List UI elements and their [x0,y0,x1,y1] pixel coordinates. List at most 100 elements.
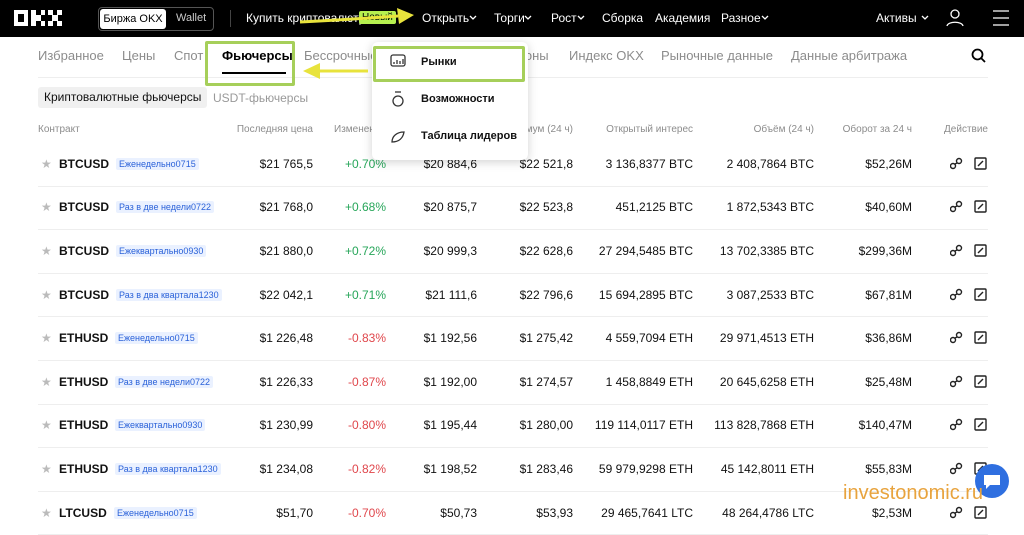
cell: 15 694,2895 BTC [598,287,693,302]
cell: -0.83% [347,331,386,346]
star-icon: ★ [41,418,52,433]
cell: 27 294,5485 BTC [598,244,693,258]
star-icon: ★ [41,200,52,215]
contract: ETHUSD [59,418,109,433]
contract-tag: Раз в две недели0722 [116,201,214,214]
cell: $1 198,52 [423,462,477,476]
cell: $20 999,3 [423,244,477,258]
contract: LTCUSD [59,505,107,520]
cell: $1 226,33 [259,374,313,389]
star-icon: ★ [41,462,52,476]
cell: $20 884,6 [423,156,477,171]
search-icon[interactable] [971,48,987,64]
assets[interactable]: Активы [876,11,917,25]
action-icons[interactable] [949,244,990,261]
tab[interactable]: Данные арбитража [791,48,908,63]
top-nav: Биржа OKX Wallet Купить криптовалюту Нов… [0,0,1024,37]
tab[interactable]: Избранное [38,48,104,63]
tab[interactable]: Рыночные данные [661,48,774,63]
action-icons[interactable] [949,375,990,392]
contract-tag: Раз в два квартала1230 [116,288,222,301]
contract: BTCUSD [59,200,109,215]
action-icons[interactable] [949,331,990,348]
cell: $1 274,57 [519,374,573,389]
cell: +0.71% [344,287,386,302]
nav-item[interactable]: Рост [551,11,577,25]
cell: 29 465,7641 LTC [601,505,693,520]
contract: ETHUSD [59,462,109,476]
action-icons[interactable] [949,287,990,305]
table-header: Действие [944,124,988,135]
table-header: Оборот за 24 ч [842,124,912,135]
cell: $2,53M [871,505,912,520]
row-divider [38,490,988,492]
cell: 1 458,8849 ETH [605,374,693,389]
cell: $1 192,00 [423,374,477,389]
cell: $1 195,44 [423,418,477,433]
subtab[interactable]: USDT-фьючерсы [213,91,309,105]
tab[interactable]: Индекс OKX [569,48,644,63]
nav-item[interactable]: Торги [494,11,525,25]
table-header: Изменение [334,124,386,135]
action-icons[interactable] [949,418,990,435]
tab-active[interactable]: Фьючерсы [222,48,293,63]
separator [230,10,231,27]
cell: $22 042,1 [259,287,313,302]
subtab-active[interactable]: Криптовалютные фьючерсы [38,87,208,108]
cell: +0.70% [344,156,386,171]
cell: $67,81M [865,287,912,302]
nav-item[interactable]: Открыть [422,11,470,25]
action-icons[interactable] [949,200,990,217]
contract-tag: Ежеквартально0930 [115,419,206,432]
nav-item[interactable]: Разное [721,11,761,25]
watermark: investonomic.ru [843,482,984,504]
tab[interactable]: Бессрочные [304,48,378,63]
contract: BTCUSD [59,156,109,171]
cell: $21 765,5 [259,156,313,171]
cell: $299,36M [858,244,912,258]
cell: $53,93 [536,505,573,520]
cell: $51,70 [276,505,313,520]
star-icon: ★ [41,244,52,258]
tab-underline [222,72,286,74]
exchange-toggle[interactable]: Биржа OKX [100,9,166,29]
contract-tag: Ежеквартально0930 [116,245,207,257]
dropdown-item[interactable]: Рынки [421,56,457,68]
cell: $20 875,7 [423,200,477,215]
cell: 45 142,8011 ETH [720,462,814,476]
table-header: Контракт [38,124,80,135]
cell: 3 136,8377 BTC [605,156,693,171]
nav-item[interactable]: Академия [655,11,711,25]
cell: $21 111,6 [425,287,477,302]
cell: 2 408,7864 BTC [726,156,814,171]
cell: +0.68% [344,200,386,215]
cell: 119 114,0117 ETH [594,418,693,433]
cell: 13 702,3385 BTC [719,244,814,258]
cell: $21 768,0 [259,200,313,215]
contract-tag: Раз в два квартала1230 [115,463,221,475]
tab[interactable]: Спот [174,48,204,63]
cell: $52,26M [865,156,912,171]
cell: 4 559,7094 ETH [605,331,693,346]
dropdown-item[interactable]: Таблица лидеров [421,130,517,142]
star-icon: ★ [41,156,52,171]
action-icons[interactable] [949,462,990,479]
star-icon: ★ [41,331,52,346]
nav-item[interactable]: Сборка [602,11,644,25]
cell: $40,60M [865,200,912,215]
logo[interactable] [14,10,62,26]
cell: $50,73 [440,505,477,520]
cell: $140,47M [858,418,912,433]
action-icons[interactable] [949,157,990,174]
star-icon: ★ [41,287,52,302]
tab[interactable]: Цены [122,48,156,63]
cell: $1 230,99 [259,418,313,433]
wallet-toggle[interactable]: Wallet [176,12,207,24]
cell: $55,83M [865,462,912,476]
cell: $36,86M [865,331,912,346]
row-divider [38,229,988,231]
cell: 20 645,6258 ETH [719,374,814,389]
action-icons[interactable] [949,505,990,523]
dropdown-item[interactable]: Возможности [421,93,495,105]
